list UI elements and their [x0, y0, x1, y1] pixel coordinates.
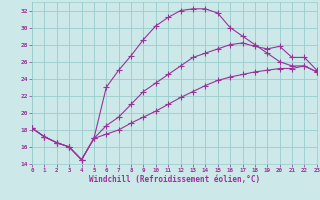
X-axis label: Windchill (Refroidissement éolien,°C): Windchill (Refroidissement éolien,°C): [89, 175, 260, 184]
